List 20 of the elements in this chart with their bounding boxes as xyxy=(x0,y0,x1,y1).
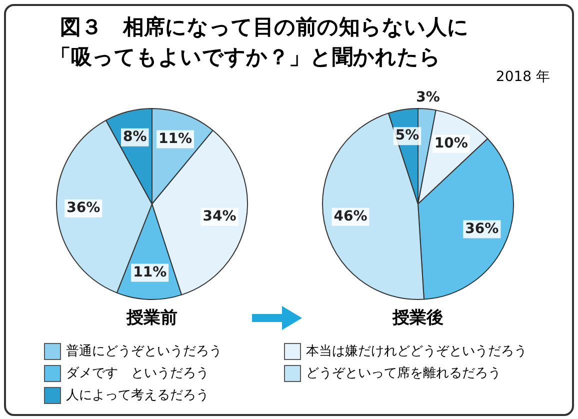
legend-label: どうぞといって席を離れるだろう xyxy=(306,365,501,382)
data-label: 11% xyxy=(133,264,167,280)
data-label: 10% xyxy=(434,135,468,152)
text: 授業前 xyxy=(125,307,178,329)
legend-label: 人によって考えるだろう xyxy=(66,387,209,404)
data-label: 34% xyxy=(202,208,236,225)
legend-label: 普通にどうぞというだろう xyxy=(66,342,222,360)
data-label: 8% xyxy=(123,129,147,146)
data-label: 36% xyxy=(465,220,499,237)
data-label: 3% xyxy=(416,90,440,106)
text: 「吸ってもよいですか？」と聞かれたら xyxy=(50,44,442,71)
data-label: 46% xyxy=(334,208,368,225)
text: 2018 年 xyxy=(496,68,550,86)
legend-label: ダメです というだろう xyxy=(66,365,209,382)
caption: 図３ 相席になって目の前の知らない人に xyxy=(60,14,469,41)
data-label: 11% xyxy=(158,130,192,147)
data-label: 36% xyxy=(66,200,100,216)
legend-label: 本当は嫌だけれどどうぞというだろう xyxy=(306,343,527,360)
text: 授業後 xyxy=(391,307,444,329)
data-label: 5% xyxy=(395,128,420,144)
